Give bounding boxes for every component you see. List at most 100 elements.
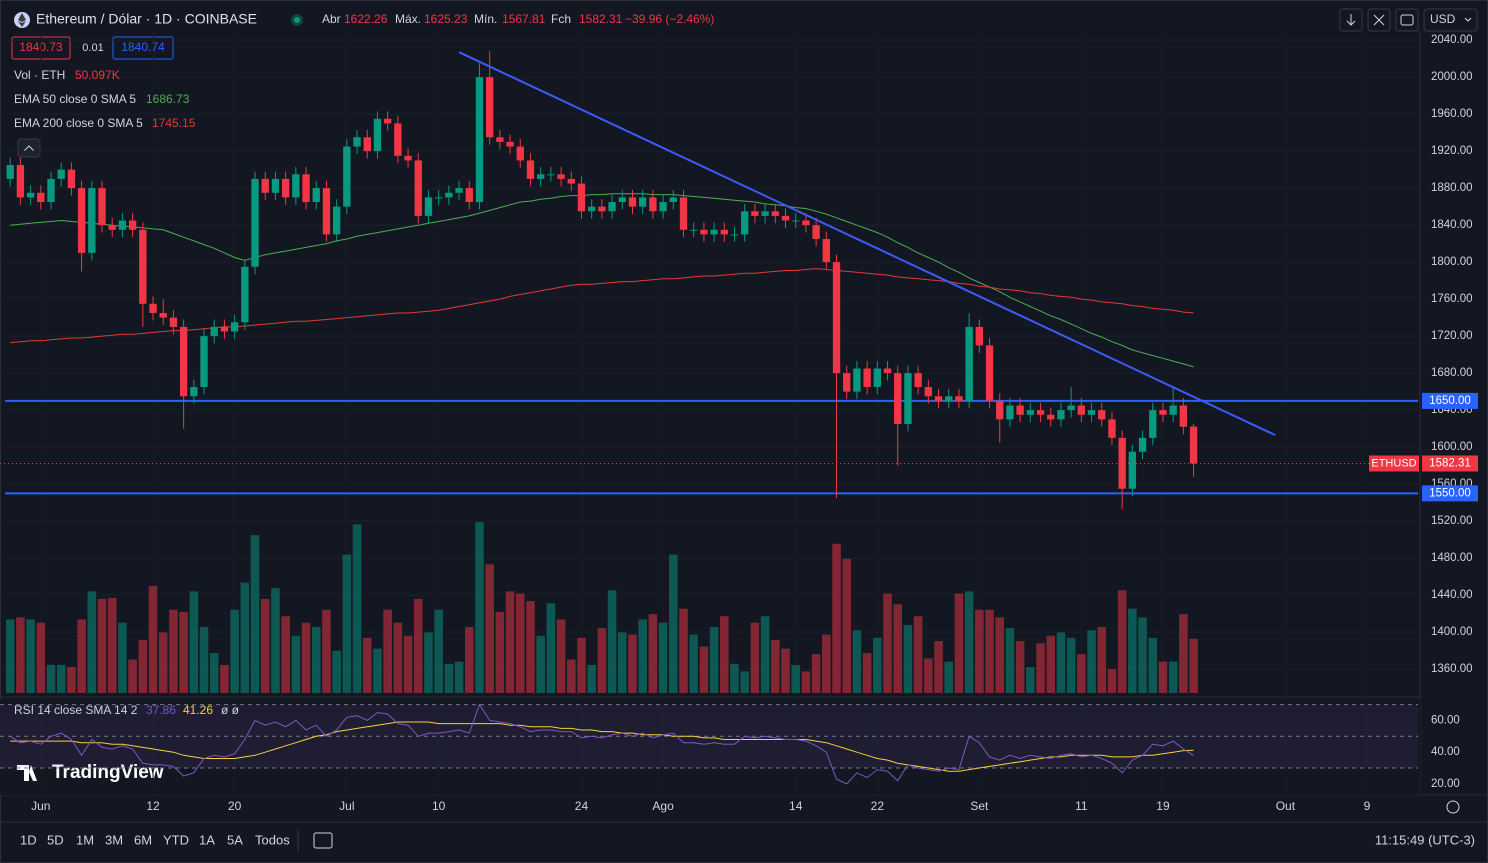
x-tick-label: 9 [1364, 799, 1371, 813]
volume-bar [148, 585, 158, 693]
volume-bar [362, 637, 372, 693]
volume-bar [67, 667, 76, 693]
candle-body [88, 188, 96, 253]
candle-body [996, 400, 1004, 420]
candle-body [149, 303, 157, 314]
volume-bar [842, 558, 852, 693]
volume-bar [1046, 635, 1056, 693]
brand-logo [17, 765, 37, 781]
candle-body [159, 313, 167, 318]
volume-bar [475, 522, 484, 693]
volume-bar [873, 637, 882, 693]
download-button[interactable] [1339, 8, 1363, 32]
snapshot-button[interactable] [1395, 8, 1419, 32]
volume-bar [1097, 627, 1107, 693]
candle-body [383, 118, 392, 124]
volume-bar [699, 646, 709, 693]
candle-body [455, 188, 463, 193]
range-button[interactable]: 3M [105, 832, 123, 847]
volume-bar [913, 616, 923, 693]
candle-body [526, 160, 535, 179]
settings-button[interactable] [1446, 800, 1460, 814]
range-button[interactable]: 1A [199, 832, 215, 847]
volume-bar [618, 632, 627, 693]
volume-bar [403, 635, 413, 693]
collapse-icon [23, 145, 35, 152]
candle-body [485, 77, 494, 138]
candle-body [618, 197, 626, 203]
volume-bar [352, 524, 362, 693]
candle-body [210, 326, 218, 337]
buy-box[interactable] [112, 36, 174, 60]
candle-body [965, 326, 973, 401]
download-icon [1346, 14, 1356, 26]
volume-bar [138, 640, 148, 693]
x-tick-label: 20 [228, 799, 242, 813]
currency-caret [1464, 17, 1472, 22]
volume-bar [546, 603, 556, 693]
range-button[interactable]: YTD [163, 832, 189, 847]
volume-bar [985, 609, 994, 693]
candle-body [57, 169, 65, 179]
range-button[interactable]: 1D [20, 832, 37, 847]
trendline [458, 51, 1276, 437]
candle-body [761, 211, 769, 216]
currency-button[interactable] [1423, 8, 1478, 32]
volume-bar [5, 619, 15, 693]
ohlc-label: Máx. [395, 12, 421, 26]
volume-legend: Vol · ETH [14, 68, 65, 82]
volume-bar [454, 661, 464, 693]
volume-bar [975, 609, 984, 693]
y-tick-label: 1360.00 [1431, 663, 1473, 675]
candle-body [588, 206, 596, 212]
candle-body [67, 169, 76, 189]
candle-body [312, 188, 320, 203]
volume-bar [158, 632, 168, 693]
y-tick-label: 1840.00 [1431, 219, 1473, 231]
range-button[interactable]: 5D [47, 832, 64, 847]
candle-body [781, 215, 790, 221]
candle-body [394, 123, 402, 156]
range-button[interactable]: 5A [227, 832, 243, 847]
volume-bar [393, 622, 403, 693]
candle-body [904, 373, 912, 425]
last-price: 1582.31 [1429, 458, 1471, 470]
candle-body [1026, 410, 1035, 415]
candle-body [639, 197, 647, 207]
candle-body [945, 396, 953, 401]
x-tick-label: Set [970, 799, 989, 813]
date-range-button[interactable] [313, 832, 333, 849]
ema-line [10, 193, 1194, 368]
candle-body [404, 155, 412, 161]
candle-body [628, 197, 637, 207]
volume-bar [720, 616, 729, 693]
volume-bar [852, 630, 862, 693]
volume-bar [597, 628, 607, 693]
collapse-button[interactable] [17, 138, 41, 158]
volume-bar [730, 663, 739, 693]
candle-body [771, 211, 779, 216]
range-button[interactable]: 1M [76, 832, 94, 847]
candle-body [690, 229, 698, 231]
candle-body [659, 202, 667, 212]
last-price-tag [1422, 455, 1478, 472]
candle-body [832, 262, 841, 374]
volume-bar [1036, 643, 1045, 693]
range-button[interactable]: Todos [255, 832, 290, 847]
fullscreen-button[interactable] [1367, 8, 1391, 32]
volume-bar [311, 627, 321, 693]
range-button[interactable]: 6M [134, 832, 152, 847]
x-tick-label: 10 [432, 799, 446, 813]
ema-legend: EMA 50 close 0 SMA 5 [14, 92, 136, 106]
candle-body [1087, 410, 1096, 415]
buy-price: 1840.74 [121, 40, 165, 54]
candle-body [649, 197, 657, 212]
candle-body [230, 322, 239, 332]
candle-body [883, 368, 892, 374]
candle-body [363, 137, 371, 152]
volume-bar [118, 622, 127, 693]
candle-body [873, 368, 881, 388]
candle-body [710, 229, 718, 235]
volume-bar [485, 564, 494, 693]
candle-body [567, 178, 575, 184]
